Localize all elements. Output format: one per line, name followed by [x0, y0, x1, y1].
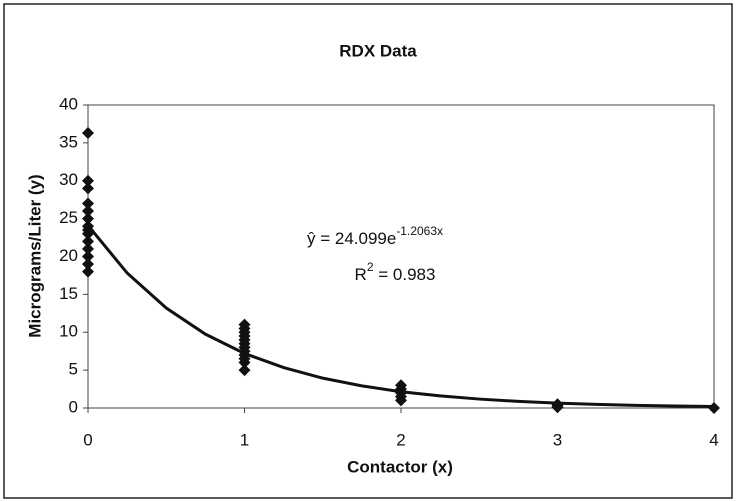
data-point — [82, 197, 94, 210]
y-tick-label: 15 — [59, 284, 78, 303]
y-tick-label: 30 — [59, 170, 78, 189]
data-point — [82, 235, 94, 248]
r-squared: R2 = 0.983 — [355, 260, 436, 284]
data-point — [82, 212, 94, 225]
data-point — [82, 258, 94, 271]
y-axis-label: Micrograms/Liter (y) — [25, 174, 44, 337]
r-squared-exponent: 2 — [367, 260, 374, 274]
chart-border — [3, 3, 733, 499]
data-point — [82, 182, 94, 195]
data-point — [82, 265, 94, 278]
y-tick-label: 40 — [59, 94, 78, 113]
data-point — [82, 205, 94, 218]
y-tick-label: 0 — [69, 397, 78, 416]
r-squared-rest: = 0.983 — [374, 265, 436, 284]
data-point — [82, 174, 94, 187]
equation: ŷ = 24.099e-1.2063x — [307, 224, 443, 248]
x-tick-label: 4 — [709, 430, 718, 449]
data-point — [708, 402, 720, 414]
equation-base: ŷ = 24.099e — [307, 229, 396, 248]
x-tick-label: 0 — [83, 430, 92, 449]
y-tick-label: 5 — [69, 360, 78, 379]
data-point — [238, 318, 251, 331]
data-point — [82, 242, 94, 255]
data-point — [82, 250, 94, 263]
x-tick-label: 3 — [553, 430, 562, 449]
data-point — [82, 220, 94, 233]
data-point — [238, 364, 251, 377]
x-tick-label: 2 — [396, 430, 405, 449]
equation-exponent: -1.2063x — [396, 224, 443, 238]
r-squared-base: R — [355, 265, 367, 284]
data-point — [551, 398, 564, 411]
y-tick-label: 20 — [59, 246, 78, 265]
y-tick-label: 10 — [59, 322, 78, 341]
y-tick-label: 35 — [59, 132, 78, 151]
data-point — [395, 379, 407, 392]
x-axis-label: Contactor (x) — [347, 457, 453, 476]
data-point — [82, 127, 94, 140]
y-tick-label: 25 — [59, 208, 78, 227]
chart-title: RDX Data — [339, 41, 417, 60]
x-tick-label: 1 — [240, 430, 249, 449]
